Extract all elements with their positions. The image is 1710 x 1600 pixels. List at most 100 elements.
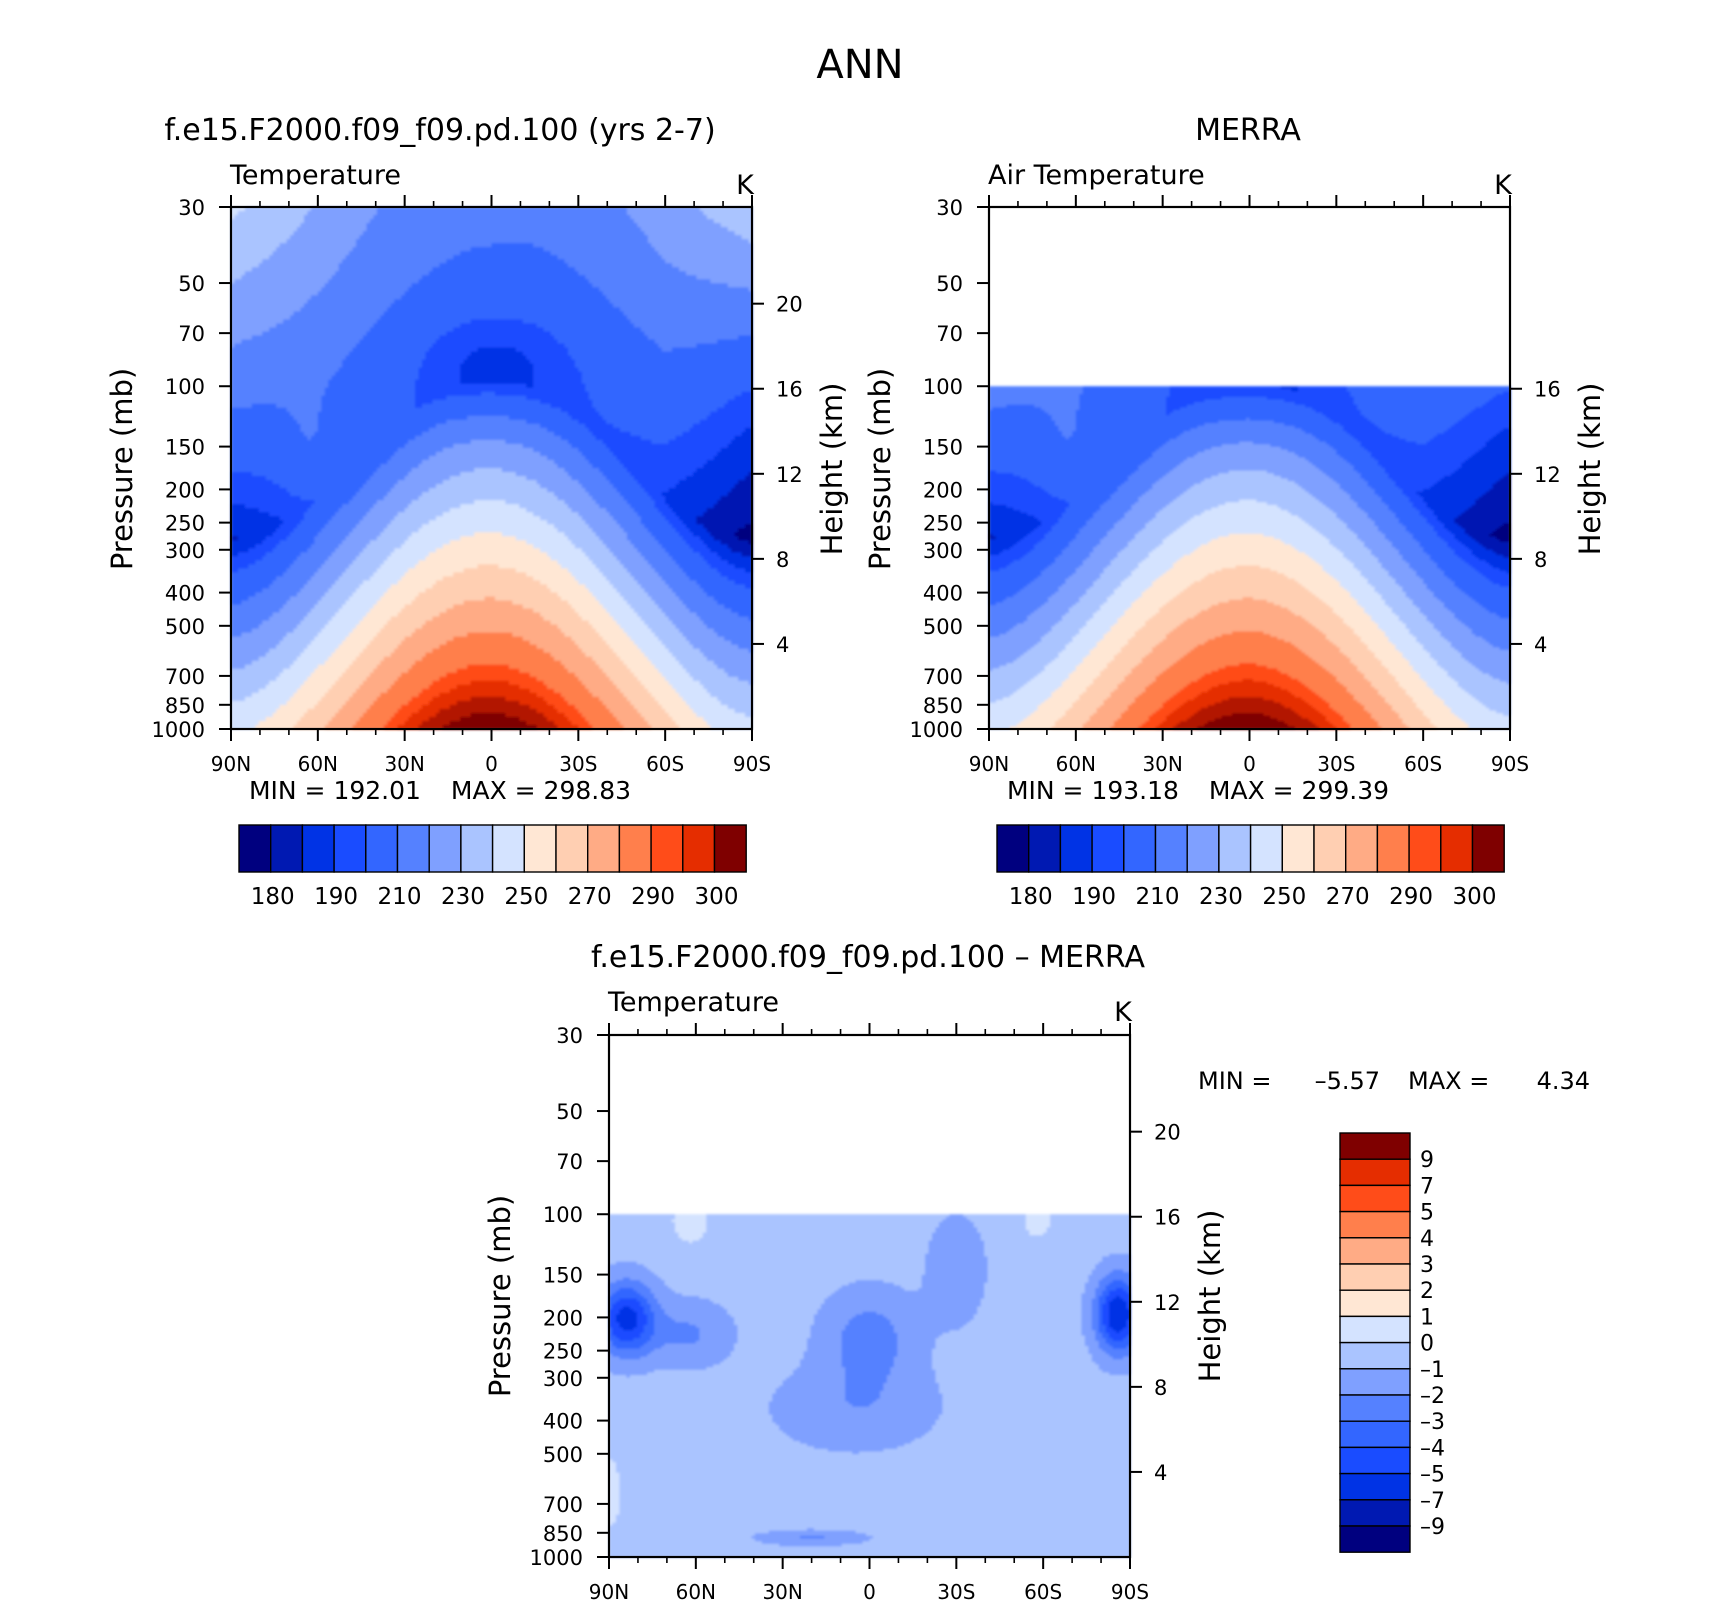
model-colorbar-label: 250 — [504, 884, 548, 910]
obs-colorbar-box — [1251, 825, 1283, 872]
diff-contour-fill — [609, 1214, 1131, 1557]
figure-title: ANN — [816, 42, 903, 88]
obs-height-tick-label: 16 — [1534, 378, 1561, 402]
diff-colorbar-label: 3 — [1420, 1253, 1434, 1278]
diff-colorbar-box — [1340, 1238, 1410, 1264]
obs-lat-tick-label: 60S — [1404, 752, 1442, 776]
model-pressure-tick-label: 100 — [165, 375, 205, 399]
diff-pressure-tick-label: 200 — [543, 1306, 583, 1330]
obs-colorbar-box — [1473, 825, 1505, 872]
diff-colorbar-label: –5 — [1420, 1463, 1445, 1488]
model-plot-area: 305070100150200250300400500700850100090N… — [152, 195, 803, 776]
obs-lat-tick-label: 30S — [1317, 752, 1355, 776]
obs-colorbar-label: 300 — [1453, 884, 1497, 910]
obs-pressure-tick-label: 100 — [923, 375, 963, 399]
diff-pressure-tick-label: 50 — [556, 1100, 583, 1124]
obs-colorbar-label: 180 — [1009, 884, 1053, 910]
model-lat-tick-label: 30N — [384, 752, 424, 776]
diff-colorbar-label: –1 — [1420, 1358, 1445, 1383]
obs-colorbar-label: 270 — [1326, 884, 1370, 910]
model-pressure-tick-label: 500 — [165, 615, 205, 639]
model-colorbar-box — [588, 825, 620, 872]
diff-height-tick-label: 16 — [1154, 1206, 1181, 1230]
model-colorbar-boxes: 180 190 210 230 250 270 290 300 — [239, 825, 746, 910]
model-colorbar: 180 190 210 230 250 270 290 300 — [239, 825, 746, 910]
obs-height-tick-label: 12 — [1534, 463, 1561, 487]
diff-colorbar-label: 1 — [1420, 1305, 1434, 1330]
obs-colorbar-box — [1060, 825, 1092, 872]
model-pressure-tick-label: 1000 — [152, 718, 205, 742]
obs-pressure-tick-label: 150 — [923, 436, 963, 460]
model-lat-tick-label: 0 — [485, 752, 498, 776]
model-colorbar-label: 190 — [314, 884, 358, 910]
diff-plot-area: 305070100150200250300400500700850100090N… — [530, 1023, 1181, 1600]
obs-min-max: MIN = 193.18 MAX = 299.39 — [1007, 776, 1389, 805]
model-colorbar-box — [239, 825, 271, 872]
model-height-tick-label: 20 — [776, 293, 803, 317]
diff-colorbar-label: 7 — [1420, 1174, 1434, 1199]
obs-colorbar-label: 290 — [1389, 884, 1433, 910]
model-colorbar-label: 270 — [568, 884, 612, 910]
model-height-tick-label: 8 — [776, 548, 789, 572]
obs-max-label: MAX = 299.39 — [1209, 776, 1389, 805]
diff-colorbar-label: 2 — [1420, 1279, 1434, 1304]
obs-colorbar-box — [1441, 825, 1473, 872]
diff-title: f.e15.F2000.f09_f09.pd.100 – MERRA — [591, 940, 1145, 975]
diff-lat-tick-label: 0 — [863, 1580, 876, 1600]
diff-pressure-tick-label: 850 — [543, 1522, 583, 1546]
model-pressure-tick-label: 300 — [165, 539, 205, 563]
model-colorbar-label: 210 — [378, 884, 422, 910]
diff-colorbar-box — [1340, 1343, 1410, 1369]
obs-height-axis-title: Height (km) — [1573, 383, 1607, 556]
diff-lat-tick-label: 90N — [589, 1580, 629, 1600]
diff-colorbar-box — [1340, 1316, 1410, 1342]
obs-colorbar-box — [1156, 825, 1188, 872]
obs-pressure-tick-label: 300 — [923, 539, 963, 563]
diff-pressure-axis-title: Pressure (mb) — [483, 1195, 517, 1397]
model-pressure-tick-label: 700 — [165, 665, 205, 689]
obs-plot-area: 305070100150200250300400500700850100090N… — [910, 195, 1561, 776]
diff-colorbar-box — [1340, 1474, 1410, 1500]
obs-panel: MERRA Air Temperature K Pressure (mb) He… — [863, 113, 1607, 910]
model-colorbar-box — [651, 825, 683, 872]
obs-lat-tick-label: 30N — [1142, 752, 1182, 776]
model-lat-tick-label: 60S — [646, 752, 684, 776]
diff-pressure-tick-label: 300 — [543, 1367, 583, 1391]
diff-colorbar-label: –4 — [1420, 1436, 1445, 1461]
diff-colorbar-box — [1340, 1159, 1410, 1185]
model-colorbar-box — [556, 825, 588, 872]
diff-colorbar-box — [1340, 1264, 1410, 1290]
diff-colorbar-box — [1340, 1421, 1410, 1447]
model-pressure-tick-label: 400 — [165, 582, 205, 606]
obs-lat-tick-label: 90N — [969, 752, 1009, 776]
model-lat-tick-label: 60N — [298, 752, 338, 776]
diff-pressure-tick-label: 150 — [543, 1264, 583, 1288]
obs-pressure-tick-label: 50 — [936, 272, 963, 296]
model-colorbar-box — [398, 825, 430, 872]
obs-colorbar-box — [1409, 825, 1441, 872]
model-pressure-tick-label: 30 — [178, 196, 205, 220]
diff-colorbar-label: –3 — [1420, 1410, 1445, 1435]
diff-colorbar-box — [1340, 1133, 1410, 1159]
model-pressure-tick-label: 150 — [165, 436, 205, 460]
diff-pressure-tick-label: 70 — [556, 1150, 583, 1174]
obs-height-tick-label: 8 — [1534, 548, 1547, 572]
obs-min-label: MIN = 193.18 — [1007, 776, 1179, 805]
obs-colorbar-box — [997, 825, 1029, 872]
obs-pressure-tick-label: 700 — [923, 665, 963, 689]
diff-pressure-tick-label: 30 — [556, 1024, 583, 1048]
obs-pressure-axis-title: Pressure (mb) — [863, 368, 897, 570]
model-colorbar-label: 180 — [251, 884, 295, 910]
obs-variable-label: Air Temperature — [988, 160, 1205, 191]
diff-colorbar-label: 5 — [1420, 1201, 1434, 1226]
obs-colorbar-box — [1029, 825, 1061, 872]
obs-pressure-tick-label: 1000 — [910, 718, 963, 742]
diff-pressure-tick-label: 400 — [543, 1410, 583, 1434]
diff-colorbar-box — [1340, 1290, 1410, 1316]
model-pressure-tick-label: 200 — [165, 478, 205, 502]
obs-colorbar-label: 190 — [1072, 884, 1116, 910]
diff-panel: f.e15.F2000.f09_f09.pd.100 – MERRA Tempe… — [483, 940, 1590, 1600]
diff-colorbar-label: 4 — [1420, 1227, 1434, 1252]
